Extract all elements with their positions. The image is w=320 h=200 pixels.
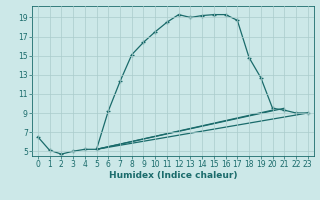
X-axis label: Humidex (Indice chaleur): Humidex (Indice chaleur)	[108, 171, 237, 180]
